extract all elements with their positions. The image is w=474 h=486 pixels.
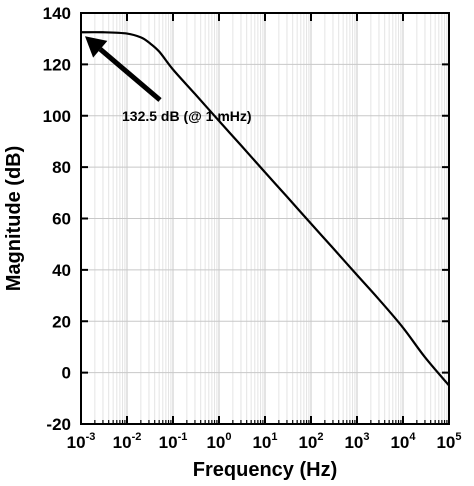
y-tick-label: 80 — [52, 158, 71, 177]
annotation-arrow-head — [85, 36, 108, 58]
y-tick-label: 60 — [52, 210, 71, 229]
y-tick-label: 120 — [43, 55, 71, 74]
x-tick-labels: 10-3 10-2 10-1 100 101 102 103 104 105 — [67, 431, 462, 452]
y-tick-label: 40 — [52, 261, 71, 280]
y-tick-labels: -20 0 20 40 60 80 100 120 140 — [43, 4, 71, 434]
x-tick-label: 100 — [206, 431, 231, 452]
x-axis-title: Frequency (Hz) — [193, 459, 337, 481]
y-tick-label: 0 — [62, 364, 71, 383]
x-tick-label: 103 — [344, 431, 369, 452]
x-tick-label: 10-3 — [67, 431, 96, 452]
x-tick-label: 104 — [390, 431, 416, 452]
x-tick-label: 10-2 — [113, 431, 142, 452]
x-tick-label: 102 — [298, 431, 323, 452]
y-tick-label: 140 — [43, 4, 71, 23]
annotation: 132.5 dB (@ 1 mHz) — [85, 36, 252, 124]
y-tick-label: 20 — [52, 312, 71, 331]
grid — [80, 12, 449, 425]
y-tick-label: 100 — [43, 107, 71, 126]
axis-ticks — [80, 12, 450, 425]
y-axis-title: Magnitude (dB) — [3, 146, 25, 292]
y-tick-label: -20 — [46, 415, 71, 434]
x-tick-label: 105 — [436, 431, 461, 452]
annotation-arrow — [98, 47, 162, 102]
x-tick-label: 101 — [252, 431, 277, 452]
x-tick-label: 10-1 — [159, 431, 188, 452]
series-line — [80, 31, 450, 387]
annotation-label: 132.5 dB (@ 1 mHz) — [122, 108, 252, 124]
